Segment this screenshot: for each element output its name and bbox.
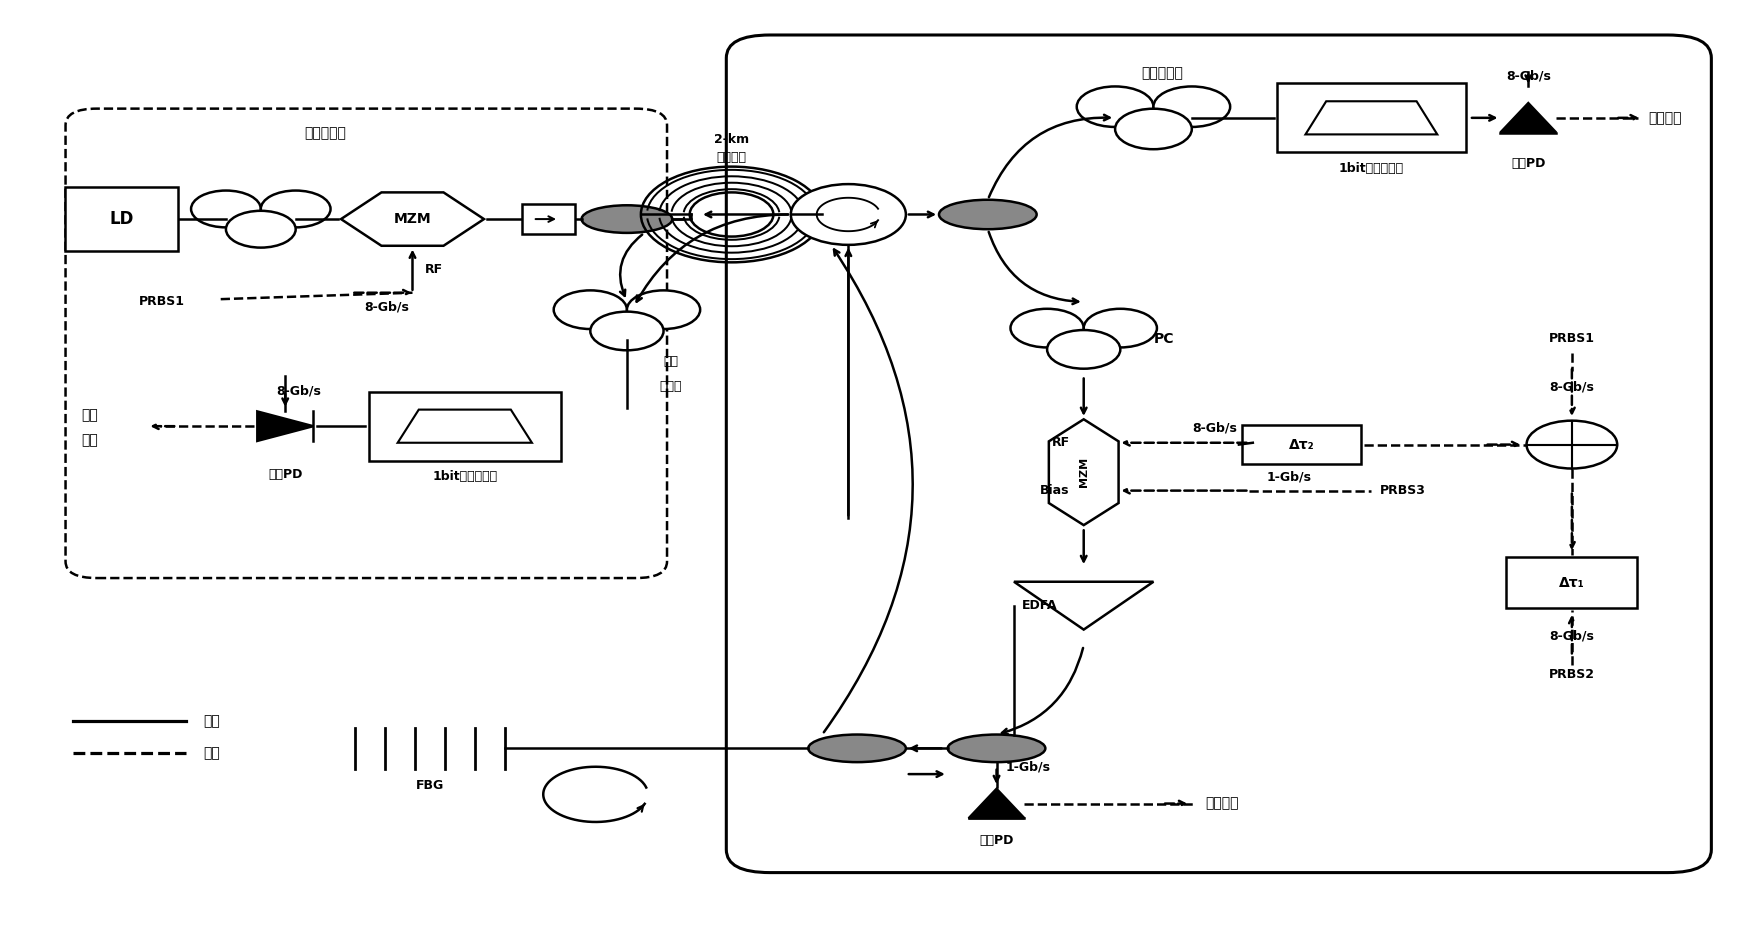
Text: 1-Gb/s: 1-Gb/s (1266, 470, 1311, 483)
Circle shape (1047, 330, 1120, 369)
Text: 偏振: 偏振 (662, 356, 678, 369)
Circle shape (626, 291, 699, 329)
Circle shape (1084, 308, 1155, 347)
Text: 低速PD: 低速PD (979, 834, 1014, 847)
Text: 偏振控制器: 偏振控制器 (304, 127, 346, 141)
Circle shape (1010, 308, 1084, 347)
Text: 1-Gb/s: 1-Gb/s (1005, 760, 1049, 773)
Text: 高速PD: 高速PD (267, 468, 302, 481)
Polygon shape (397, 409, 531, 443)
Text: MZM: MZM (1079, 457, 1087, 487)
Bar (65, 187, 178, 251)
Text: 误码检测: 误码检测 (1204, 796, 1239, 810)
Text: 电路: 电路 (203, 746, 220, 760)
Polygon shape (1500, 103, 1556, 132)
Text: 误码: 误码 (82, 408, 98, 422)
Circle shape (1526, 420, 1617, 469)
Text: 8-Gb/s: 8-Gb/s (1505, 70, 1550, 83)
Ellipse shape (582, 206, 671, 232)
Text: PRBS1: PRBS1 (1549, 332, 1594, 345)
Text: 8-Gb/s: 8-Gb/s (276, 384, 322, 397)
Circle shape (260, 191, 330, 228)
Text: 8-Gb/s: 8-Gb/s (1192, 421, 1236, 434)
Text: Δτ₁: Δτ₁ (1557, 576, 1584, 590)
Text: PRBS1: PRBS1 (138, 295, 185, 308)
Text: LD: LD (108, 210, 133, 228)
Circle shape (1077, 86, 1152, 127)
Circle shape (225, 211, 295, 247)
Circle shape (591, 312, 662, 350)
Ellipse shape (808, 734, 905, 762)
Polygon shape (257, 411, 313, 441)
Ellipse shape (947, 734, 1045, 762)
Circle shape (1152, 86, 1229, 127)
Text: 光路: 光路 (203, 714, 220, 728)
Text: 单模光纤: 单模光纤 (717, 151, 746, 164)
Text: RF: RF (1051, 436, 1070, 449)
Text: 8-Gb/s: 8-Gb/s (1549, 380, 1594, 394)
Polygon shape (341, 193, 484, 245)
Bar (1276, 83, 1465, 153)
Bar (1241, 425, 1360, 464)
Polygon shape (1014, 582, 1152, 630)
Bar (1505, 557, 1636, 608)
Text: 8-Gb/s: 8-Gb/s (1549, 630, 1594, 643)
Text: PRBS3: PRBS3 (1379, 484, 1425, 497)
Text: 8-Gb/s: 8-Gb/s (364, 300, 409, 313)
Text: Bias: Bias (1040, 484, 1070, 497)
Polygon shape (968, 789, 1024, 819)
Bar (369, 392, 561, 461)
FancyBboxPatch shape (725, 35, 1710, 872)
Text: 1bit延迟干涉仪: 1bit延迟干涉仪 (432, 470, 496, 483)
Circle shape (790, 184, 905, 244)
Text: RF: RF (425, 263, 442, 276)
Circle shape (191, 191, 260, 228)
Text: 2-km: 2-km (713, 132, 748, 145)
Bar (523, 205, 575, 233)
Polygon shape (1304, 101, 1437, 134)
Text: 偏振控制器: 偏振控制器 (1141, 67, 1182, 81)
Text: 误码检测: 误码检测 (1648, 111, 1682, 125)
Text: 1bit延迟干涉仪: 1bit延迟干涉仪 (1337, 162, 1404, 175)
Text: EDFA: EDFA (1021, 599, 1058, 612)
Text: PRBS2: PRBS2 (1549, 669, 1594, 682)
Text: 检测: 检测 (82, 433, 98, 447)
FancyBboxPatch shape (65, 108, 666, 578)
Text: Δτ₂: Δτ₂ (1288, 438, 1314, 452)
Text: 控制器: 控制器 (659, 380, 682, 394)
Polygon shape (1049, 419, 1119, 525)
Text: 高速PD: 高速PD (1510, 157, 1545, 170)
Text: MZM: MZM (393, 212, 432, 226)
Text: PC: PC (1152, 332, 1173, 345)
Circle shape (554, 291, 626, 329)
Text: FBG: FBG (416, 779, 444, 792)
Ellipse shape (939, 200, 1037, 230)
Circle shape (1115, 108, 1190, 149)
